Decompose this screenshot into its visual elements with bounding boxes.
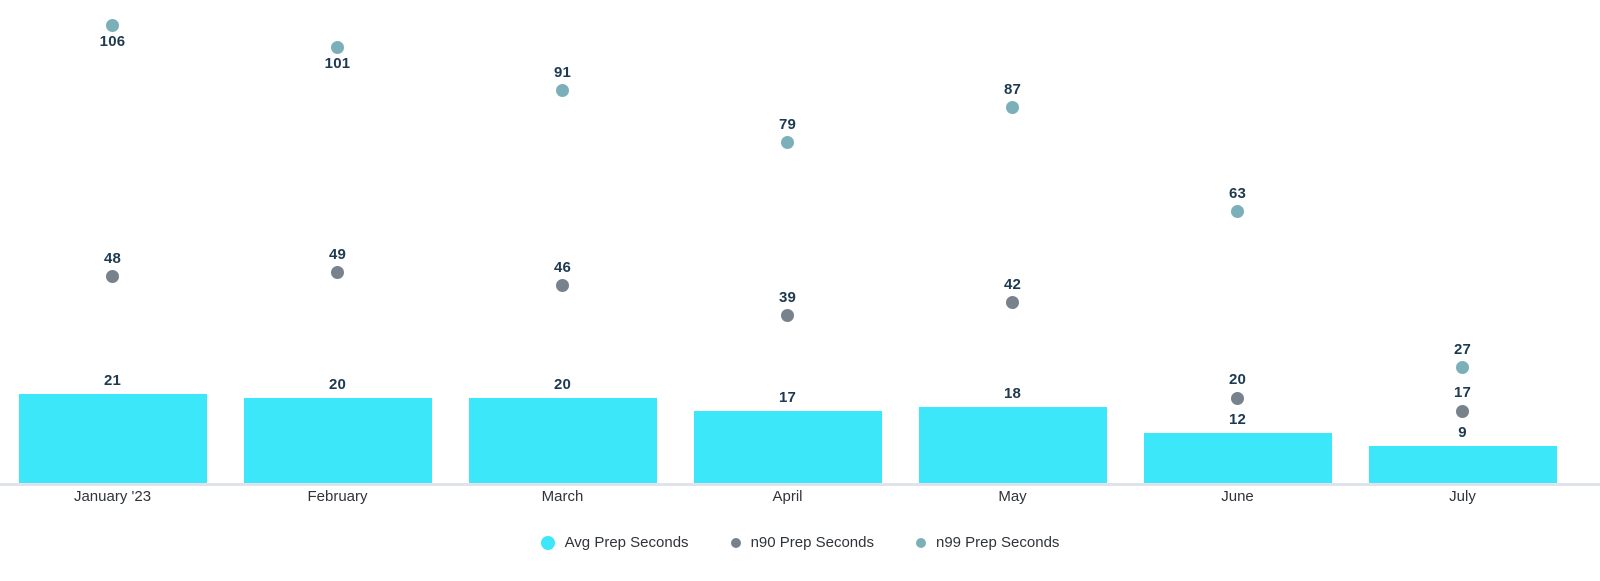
x-axis-label-may: May bbox=[998, 488, 1027, 505]
n99-value-label-january-23: 106 bbox=[99, 33, 126, 51]
n99-dot-march[interactable] bbox=[556, 84, 569, 97]
n99-dot-april[interactable] bbox=[781, 136, 794, 150]
avg-bar-february[interactable] bbox=[243, 398, 432, 485]
avg-value-label-june: 12 bbox=[1228, 410, 1247, 428]
legend-item-avg-prep-seconds[interactable]: Avg Prep Seconds bbox=[540, 534, 689, 552]
n90-value-label-january-23: 48 bbox=[103, 249, 122, 267]
n90-dot-march[interactable] bbox=[556, 279, 569, 293]
avg-bar-july[interactable] bbox=[1368, 445, 1557, 485]
n99-dot-july[interactable] bbox=[1456, 361, 1469, 375]
avg-value-label-march: 20 bbox=[553, 376, 572, 394]
n99-value-label-june: 63 bbox=[1228, 184, 1247, 202]
n90-value-label-june: 20 bbox=[1228, 371, 1247, 389]
avg-bar-march[interactable] bbox=[468, 398, 657, 485]
avg-bar-january-23[interactable] bbox=[18, 393, 207, 485]
n99-value-label-march: 91 bbox=[553, 63, 572, 81]
n99-value-label-july: 27 bbox=[1453, 340, 1472, 358]
x-axis-line bbox=[0, 483, 1600, 486]
avg-value-label-february: 20 bbox=[328, 376, 347, 394]
avg-bar-june[interactable] bbox=[1143, 432, 1332, 485]
n99-dot-may[interactable] bbox=[1006, 101, 1019, 115]
legend-label: n90 Prep Seconds bbox=[750, 534, 874, 551]
n90-value-label-march: 46 bbox=[553, 258, 572, 276]
avg-value-label-may: 18 bbox=[1003, 384, 1022, 402]
n99-value-label-april: 79 bbox=[778, 115, 797, 133]
legend-marker-icon bbox=[730, 538, 741, 548]
legend-item-n99-prep-seconds[interactable]: n99 Prep Seconds bbox=[915, 534, 1060, 552]
n90-value-label-may: 42 bbox=[1003, 275, 1022, 293]
legend-marker-icon bbox=[915, 538, 926, 548]
x-axis-label-february: February bbox=[307, 488, 368, 505]
legend-label: Avg Prep Seconds bbox=[564, 534, 689, 551]
n90-dot-july[interactable] bbox=[1456, 404, 1469, 418]
n99-value-label-february: 101 bbox=[324, 55, 351, 73]
n99-dot-february[interactable] bbox=[331, 40, 344, 54]
avg-bar-april[interactable] bbox=[693, 411, 882, 485]
n90-dot-may[interactable] bbox=[1006, 296, 1019, 310]
legend-item-n90-prep-seconds[interactable]: n90 Prep Seconds bbox=[730, 534, 874, 552]
n99-dot-january-23[interactable] bbox=[106, 18, 119, 32]
avg-value-label-april: 17 bbox=[778, 389, 797, 407]
legend-label: n99 Prep Seconds bbox=[935, 534, 1060, 551]
x-axis-label-june: June bbox=[1221, 488, 1254, 505]
n90-dot-june[interactable] bbox=[1231, 391, 1244, 405]
x-axis-label-january-23: January '23 bbox=[73, 488, 152, 505]
n90-dot-february[interactable] bbox=[331, 266, 344, 280]
avg-value-label-july: 9 bbox=[1458, 423, 1467, 441]
n90-value-label-july: 17 bbox=[1453, 384, 1472, 402]
n90-dot-january-23[interactable] bbox=[106, 270, 119, 284]
x-axis-label-april: April bbox=[772, 488, 803, 505]
x-axis-label-july: July bbox=[1449, 488, 1476, 505]
n99-dot-june[interactable] bbox=[1231, 205, 1244, 219]
x-axis-label-march: March bbox=[541, 488, 584, 505]
avg-bar-may[interactable] bbox=[918, 406, 1107, 485]
n99-value-label-may: 87 bbox=[1003, 80, 1022, 98]
legend: Avg Prep Seconds n90 Prep Seconds n99 Prep… bbox=[0, 534, 1600, 552]
avg-value-label-january-23: 21 bbox=[103, 371, 122, 389]
n90-value-label-april: 39 bbox=[778, 288, 797, 306]
n90-dot-april[interactable] bbox=[781, 309, 794, 323]
n90-value-label-february: 49 bbox=[328, 245, 347, 263]
legend-marker-icon bbox=[540, 536, 555, 550]
